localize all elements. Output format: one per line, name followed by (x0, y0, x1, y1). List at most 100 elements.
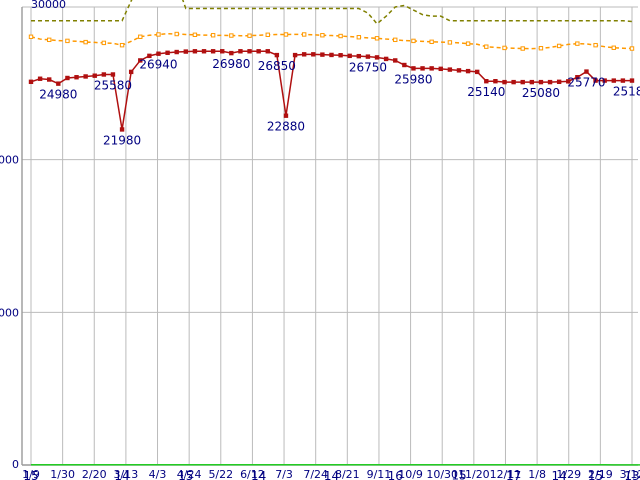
data-point-marker (429, 39, 434, 45)
data-point-marker (593, 78, 598, 83)
x-tick-label: 2/20 (82, 468, 107, 480)
data-point-marker (338, 33, 343, 39)
data-point-marker (374, 55, 380, 60)
data-point-marker (438, 66, 443, 72)
data-point-marker (629, 46, 635, 51)
data-point-marker (47, 77, 52, 82)
data-point-marker (65, 38, 70, 44)
x-tick-label: 10/30 (426, 468, 458, 480)
data-point-marker (110, 72, 116, 77)
x-tick-label: 11/20 (458, 468, 490, 480)
x-tick-label: 7/24 (303, 468, 328, 480)
x-tick-label: 1/30 (50, 468, 75, 480)
data-point-marker (566, 79, 571, 84)
data-point-marker (329, 52, 334, 58)
x-tick-label: 5/22 (208, 468, 233, 480)
x-tick-label: 1/8 (528, 468, 546, 480)
y-tick-label: 0 (12, 458, 19, 471)
data-point-marker (119, 42, 125, 48)
x-tick-label: 3/12 (620, 468, 640, 480)
data-point-marker (411, 66, 416, 71)
data-point-marker (611, 45, 616, 50)
data-point-label: 15 (588, 469, 603, 480)
x-tick-label: 10/9 (398, 468, 423, 480)
data-point-label: 14 (114, 469, 129, 480)
data-point-label: 22880 (267, 120, 305, 134)
data-point-marker (520, 46, 525, 51)
data-point-marker (420, 66, 425, 71)
data-point-marker (183, 49, 189, 54)
data-point-marker (365, 54, 371, 59)
data-point-marker (383, 56, 389, 62)
data-point-marker (292, 52, 298, 58)
data-point-marker (429, 66, 434, 71)
data-point-marker (247, 49, 252, 54)
series-orange-series (28, 31, 635, 51)
data-point-marker (529, 79, 535, 85)
data-point-marker (210, 49, 216, 54)
data-point-label: 25580 (94, 78, 132, 92)
data-point-marker (74, 75, 79, 80)
data-point-label: 14 (324, 469, 339, 480)
gridlines (22, 6, 638, 465)
data-point-marker (629, 78, 635, 83)
data-point-marker (402, 62, 407, 68)
data-point-label: 13 (624, 469, 639, 480)
data-point-marker (511, 79, 516, 85)
data-point-marker (274, 52, 280, 58)
data-point-label: 25770 (567, 76, 605, 90)
data-point-marker (447, 40, 453, 45)
data-point-marker (393, 58, 398, 63)
data-point-marker (283, 32, 289, 37)
x-tick-label: 6/12 (240, 468, 265, 480)
data-point-marker (192, 49, 198, 54)
data-point-marker (220, 49, 225, 54)
data-point-marker (356, 35, 362, 40)
data-point-marker (28, 79, 34, 85)
data-point-marker (575, 41, 580, 46)
data-point-marker (620, 78, 626, 83)
x-axis-tick-labels: 1/9 1/30 2/20 3/13 4/3 4/24 5/22 6/12 7/3 7/24 8/2… (22, 468, 640, 480)
data-point-label: 26940 (139, 58, 177, 72)
data-point-marker (229, 50, 234, 56)
data-point-marker (265, 49, 270, 54)
x-tick-label: 2/19 (588, 468, 613, 480)
data-point-marker (283, 113, 289, 118)
data-point-marker (538, 79, 544, 85)
data-point-label: 21980 (103, 133, 141, 147)
y-tick-label: 30000 (31, 0, 66, 11)
data-point-marker (311, 52, 316, 57)
data-point-marker (174, 49, 179, 55)
data-point-label: 16 (388, 469, 403, 480)
y-tick-label: 10000 (0, 306, 19, 319)
data-point-marker (83, 74, 88, 79)
data-point-marker (356, 53, 362, 59)
data-point-marker (28, 34, 34, 39)
data-point-marker (256, 49, 261, 54)
data-point-marker (611, 78, 616, 83)
series-line (30, 32, 633, 50)
data-point-marker (138, 58, 143, 63)
data-point-marker (493, 79, 498, 84)
x-tick-label: 4/3 (149, 468, 167, 480)
data-point-marker (502, 45, 507, 51)
data-point-marker (556, 43, 562, 49)
data-point-marker (502, 79, 507, 85)
x-tick-label: 3/13 (114, 468, 139, 480)
data-point-marker (265, 32, 270, 37)
data-point-marker (65, 75, 70, 81)
data-point-marker (201, 49, 207, 54)
x-tick-label: 12/11 (490, 468, 522, 480)
data-point-marker (247, 33, 252, 38)
data-point-label: 26980 (212, 57, 250, 71)
data-point-marker (447, 67, 453, 72)
data-point-marker (192, 32, 198, 37)
data-point-marker (475, 69, 480, 75)
data-point-label: 26750 (349, 61, 387, 75)
data-point-marker (320, 33, 325, 38)
data-point-label: 25140 (467, 85, 505, 99)
data-point-label: 15 (178, 469, 193, 480)
x-tick-label: 7/3 (275, 468, 293, 480)
